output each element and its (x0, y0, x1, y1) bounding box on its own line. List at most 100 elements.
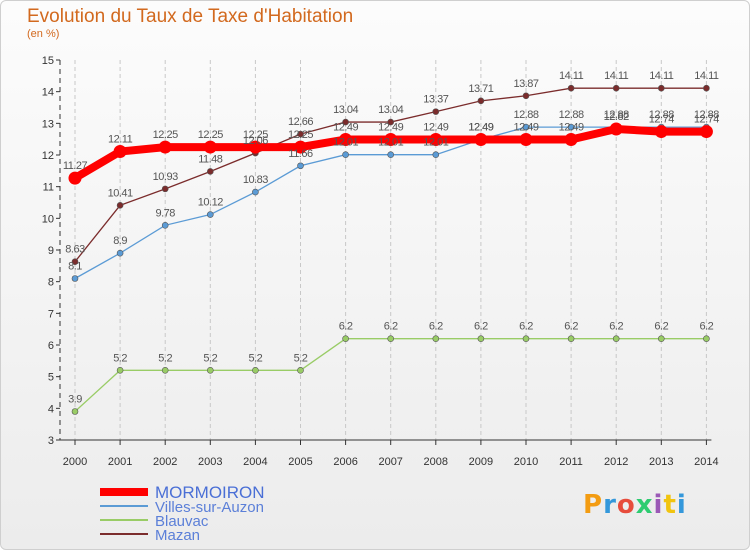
data-point (612, 84, 620, 92)
data-point (71, 258, 79, 266)
data-label: 10.12 (198, 197, 223, 209)
data-point (203, 140, 217, 154)
legend-label: Mazan (155, 527, 200, 544)
data-label: 5.2 (294, 352, 308, 364)
y-tick-label: 3 (48, 435, 54, 447)
x-tick-label: 2013 (649, 456, 673, 468)
data-label: 12.25 (153, 129, 178, 141)
data-point (654, 125, 668, 139)
y-tick-label: 11 (43, 182, 54, 194)
data-label: 14.11 (604, 70, 629, 82)
data-point (116, 249, 124, 257)
legend-label: Villes-sur-Auzon (155, 499, 264, 516)
data-label: 12.25 (243, 129, 268, 141)
x-tick-label: 2014 (694, 456, 718, 468)
y-tick-label: 8 (48, 277, 54, 289)
data-label: 13.37 (423, 94, 448, 106)
data-label: 9.78 (155, 207, 175, 219)
data-label: 12.49 (423, 121, 448, 133)
data-point (432, 108, 440, 115)
data-label: 12.88 (649, 109, 674, 121)
data-point (699, 125, 713, 139)
data-point (252, 188, 259, 196)
data-point (161, 367, 169, 374)
data-label: 14.11 (649, 70, 674, 82)
data-label: 5.2 (113, 352, 127, 364)
data-label: 12.25 (198, 129, 223, 141)
x-tick-label: 2010 (514, 456, 538, 468)
x-tick-label: 2002 (153, 456, 177, 468)
data-label: 12.88 (604, 109, 629, 121)
data-label: 10.83 (243, 174, 268, 186)
data-point (567, 84, 575, 92)
y-tick-label: 12 (42, 150, 54, 162)
y-tick-label: 7 (48, 308, 54, 320)
data-point (297, 130, 304, 138)
data-point (703, 335, 710, 342)
data-label: 13.71 (468, 83, 493, 95)
data-point (207, 168, 214, 175)
data-point (429, 132, 443, 146)
data-label: 6.2 (429, 321, 443, 333)
x-tick-label: 2001 (108, 456, 132, 468)
data-label: 6.2 (339, 321, 353, 333)
data-label: 5.2 (249, 352, 263, 364)
y-tick-label: 10 (42, 213, 54, 225)
data-point (609, 122, 623, 136)
data-label: 12.88 (694, 109, 719, 121)
data-point (71, 275, 79, 282)
x-tick-label: 2007 (378, 456, 402, 468)
data-label: 12.25 (288, 129, 313, 141)
data-point (342, 151, 349, 158)
data-point (522, 335, 530, 342)
data-point (387, 151, 395, 158)
data-point (116, 367, 124, 374)
data-point (567, 123, 575, 131)
x-tick-label: 2006 (333, 456, 357, 468)
data-point (657, 335, 665, 342)
proxiti-logo: Proxiti (583, 490, 687, 520)
data-label: 12.74 (694, 114, 719, 126)
data-label: 5.2 (158, 352, 172, 364)
data-label: 12.01 (378, 137, 403, 149)
data-point (522, 123, 530, 131)
data-label: 12.49 (559, 121, 584, 133)
data-point (564, 132, 578, 146)
data-point (432, 151, 440, 158)
x-tick-label: 2005 (288, 456, 312, 468)
data-label: 6.2 (519, 321, 533, 333)
y-tick-label: 15 (42, 55, 54, 67)
y-tick-label: 6 (48, 340, 54, 352)
data-label: 13.04 (333, 104, 358, 116)
data-point (116, 202, 124, 209)
chart-subtitle: (en %) (27, 28, 60, 40)
legend-label: Blauvac (155, 513, 209, 530)
data-point (342, 335, 349, 342)
data-label: 12.49 (333, 121, 358, 133)
data-point (477, 97, 485, 105)
data-point (342, 118, 349, 126)
data-label: 6.2 (654, 321, 668, 333)
data-label: 8.63 (65, 244, 85, 256)
legend-label: MORMOIRON (155, 483, 265, 502)
x-tick-label: 2003 (198, 456, 222, 468)
data-point (161, 185, 169, 193)
data-label: 12.66 (288, 116, 313, 128)
data-point (113, 145, 127, 159)
data-point (297, 367, 304, 374)
y-tick-label: 5 (48, 372, 54, 384)
data-point (297, 162, 304, 170)
data-label: 12.11 (108, 134, 133, 146)
data-point (207, 211, 214, 218)
data-point (432, 335, 440, 342)
data-point (248, 140, 262, 154)
data-label: 12.49 (378, 121, 403, 133)
data-label: 12.49 (513, 121, 538, 133)
data-point (384, 132, 398, 146)
data-label: 6.2 (564, 321, 578, 333)
data-label: 3.9 (68, 394, 82, 406)
data-label: 12.49 (468, 121, 493, 133)
y-tick-label: 9 (48, 245, 54, 257)
